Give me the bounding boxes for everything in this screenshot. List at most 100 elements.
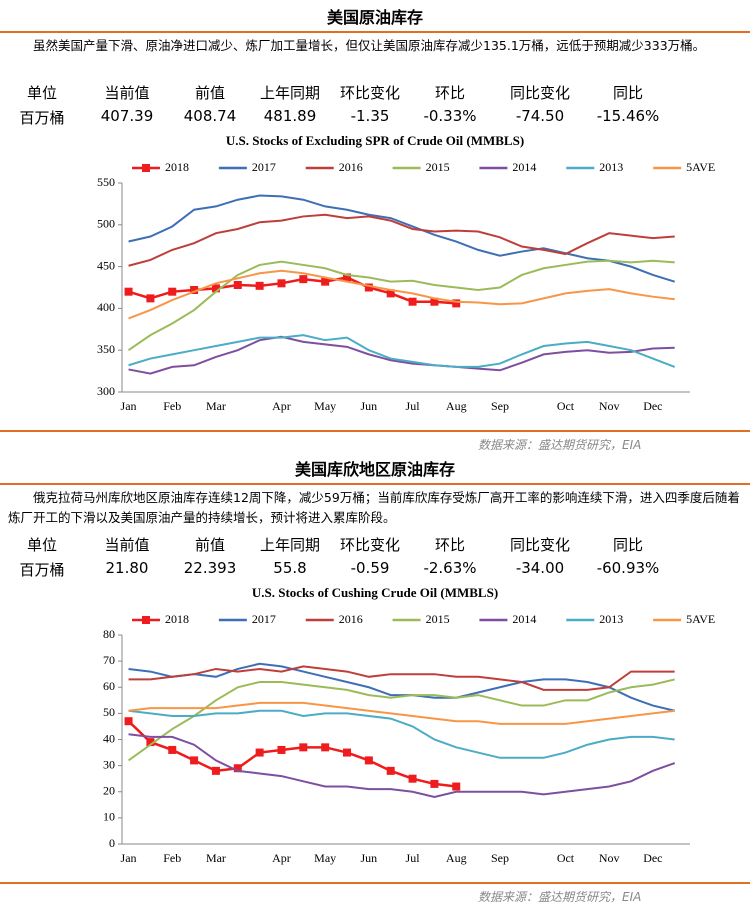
series-line bbox=[128, 701, 675, 725]
x-tick-label: Oct bbox=[557, 851, 575, 865]
table-cell: 22.393 bbox=[183, 559, 237, 577]
point bbox=[321, 277, 330, 286]
y-tick-label: 70 bbox=[103, 653, 115, 667]
y-tick-label: 80 bbox=[103, 627, 115, 641]
x-tick-label: Jun bbox=[361, 399, 378, 413]
table-header: 当前值 bbox=[104, 536, 150, 554]
table-cell: 百万桶 bbox=[19, 561, 65, 579]
source: 数据来源：盛达期货研究，EIA bbox=[478, 890, 642, 904]
legend-label: 5AVE bbox=[686, 160, 715, 174]
series-line bbox=[128, 334, 676, 368]
point bbox=[386, 766, 395, 775]
chart-title: U.S. Stocks of Excluding SPR of Crude Oi… bbox=[226, 133, 524, 148]
y-tick-label: 20 bbox=[103, 784, 115, 798]
point bbox=[386, 289, 395, 298]
series-line bbox=[127, 259, 675, 352]
series-line bbox=[128, 213, 675, 267]
x-tick-label: Jan bbox=[121, 399, 137, 413]
series-line bbox=[128, 733, 676, 799]
point bbox=[146, 738, 155, 747]
legend-label: 2016 bbox=[339, 160, 363, 174]
section-title: 美国原油库存 bbox=[326, 8, 423, 27]
point bbox=[343, 273, 352, 282]
table-header: 环比变化 bbox=[339, 84, 400, 102]
table-header: 环比变化 bbox=[339, 536, 400, 554]
x-tick-label: Feb bbox=[163, 399, 181, 413]
point bbox=[364, 756, 373, 765]
table-cell: -74.50 bbox=[515, 107, 565, 125]
point bbox=[168, 287, 177, 296]
legend-label: 2014 bbox=[512, 160, 536, 174]
legend-swatch bbox=[142, 164, 150, 172]
point bbox=[408, 774, 417, 783]
x-tick-label: Jul bbox=[406, 399, 421, 413]
table-cell: 481.89 bbox=[263, 107, 317, 125]
x-tick-label: Sep bbox=[491, 851, 509, 865]
legend-label: 2018 bbox=[165, 612, 189, 626]
table-cell: 55.8 bbox=[273, 559, 307, 577]
series-line bbox=[127, 720, 457, 788]
x-tick-label: Aug bbox=[446, 399, 467, 413]
point bbox=[168, 745, 177, 754]
x-tick-label: Oct bbox=[557, 399, 575, 413]
y-tick-label: 50 bbox=[103, 705, 115, 719]
point bbox=[277, 279, 286, 288]
table-header: 前值 bbox=[194, 536, 225, 554]
table-header: 上年同期 bbox=[259, 84, 320, 102]
x-tick-label: May bbox=[314, 399, 336, 413]
description: 虽然美国产量下滑、原油净进口减少、炼厂加工量增长，但仅让美国原油库存减少135.… bbox=[33, 38, 706, 53]
table-cell: -15.46% bbox=[596, 107, 660, 125]
point bbox=[211, 284, 220, 293]
table-cell: 百万桶 bbox=[19, 109, 65, 127]
legend-label: 5AVE bbox=[686, 612, 715, 626]
legend-label: 2016 bbox=[339, 612, 363, 626]
x-tick-label: Mar bbox=[206, 851, 226, 865]
table-cell: -0.59 bbox=[350, 559, 390, 577]
table-header: 单位 bbox=[26, 84, 57, 102]
table-cell: -60.93% bbox=[596, 559, 660, 577]
table-cell: 21.80 bbox=[105, 559, 149, 577]
series-line bbox=[128, 335, 675, 375]
table-header: 同比 bbox=[612, 84, 643, 102]
x-tick-label: Dec bbox=[643, 399, 662, 413]
y-tick-label: 400 bbox=[97, 300, 115, 314]
x-tick-label: Aug bbox=[446, 851, 467, 865]
legend-label: 2014 bbox=[512, 612, 536, 626]
table-cell: -34.00 bbox=[515, 559, 565, 577]
x-tick-label: May bbox=[314, 851, 336, 865]
x-tick-label: Jul bbox=[406, 851, 421, 865]
table-header: 环比 bbox=[434, 84, 465, 102]
point bbox=[211, 766, 220, 775]
y-tick-label: 10 bbox=[103, 810, 115, 824]
x-tick-label: Nov bbox=[599, 399, 620, 413]
y-tick-label: 40 bbox=[103, 731, 115, 745]
legend-label: 2015 bbox=[426, 160, 450, 174]
y-tick-label: 450 bbox=[97, 258, 115, 272]
point bbox=[299, 743, 308, 752]
y-tick-label: 350 bbox=[97, 342, 115, 356]
y-tick-label: 60 bbox=[103, 679, 115, 693]
point bbox=[190, 286, 199, 295]
table-header: 环比 bbox=[434, 536, 465, 554]
point bbox=[408, 297, 417, 306]
y-tick-label: 500 bbox=[97, 217, 115, 231]
point bbox=[343, 748, 352, 757]
point bbox=[452, 299, 461, 308]
point bbox=[430, 297, 439, 306]
legend-label: 2017 bbox=[252, 612, 276, 626]
x-tick-label: Jan bbox=[121, 851, 137, 865]
legend-swatch bbox=[142, 616, 150, 624]
point bbox=[233, 280, 242, 289]
rule bbox=[0, 31, 750, 33]
table-header: 单位 bbox=[26, 536, 57, 554]
point bbox=[430, 779, 439, 788]
x-tick-label: Mar bbox=[206, 399, 226, 413]
table-header: 前值 bbox=[194, 84, 225, 102]
y-tick-label: 0 bbox=[109, 836, 115, 850]
point bbox=[255, 281, 264, 290]
chart: U.S. Stocks of Cushing Crude Oil (MMBLS)… bbox=[103, 585, 715, 865]
point bbox=[364, 283, 373, 292]
point bbox=[321, 743, 330, 752]
point bbox=[255, 748, 264, 757]
